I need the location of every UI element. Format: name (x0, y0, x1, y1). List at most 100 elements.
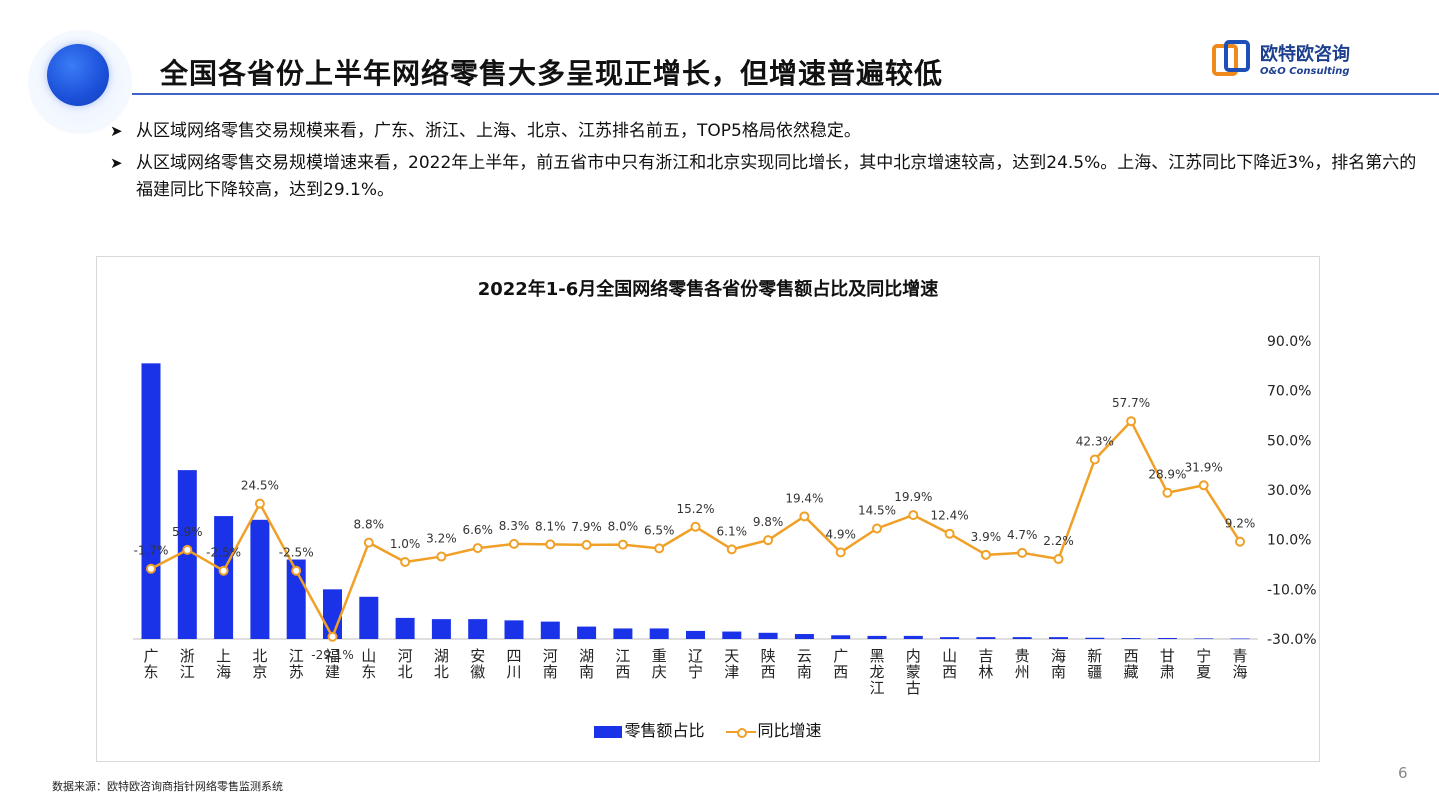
bar-上海 (214, 516, 234, 639)
growth-rate-data-label: -1.7% (134, 544, 169, 558)
legend-item-bar: 零售额占比 (594, 717, 704, 741)
data-source-note: 数据来源：欧特欧咨询商指针网络零售监测系统 (52, 780, 283, 793)
bar-广东 (141, 363, 161, 639)
combo-chart: 90.0% 70.0% 50.0% 30.0% 10.0% -10.0% -30.0% 广东浙… (133, 334, 1317, 697)
bar-山东 (359, 596, 379, 639)
growth-rate-point (872, 523, 882, 534)
growth-rate-point (581, 539, 592, 550)
growth-rate-data-label: 19.4% (785, 491, 823, 505)
x-axis-category-label: 江苏 (289, 647, 304, 681)
bar-宁夏 (1194, 638, 1214, 639)
bullet-item: ➤ 从区域网络零售交易规模增速来看，2022年上半年，前五省市中只有浙江和北京实… (110, 150, 1420, 204)
growth-rate-point (726, 544, 737, 555)
chart-legend: 零售额占比 同比增速 (97, 717, 1319, 741)
right-axis-tick-label: -10.0% (1267, 582, 1317, 598)
bar-内蒙古 (903, 635, 923, 639)
right-axis-tick-label: 30.0% (1267, 483, 1311, 499)
bar-海南 (1049, 637, 1068, 639)
growth-rate-point (1235, 536, 1245, 547)
right-axis-tick-label: 50.0% (1267, 433, 1311, 449)
growth-rate-data-label: 4.7% (1007, 528, 1037, 542)
growth-rate-point (944, 528, 955, 539)
chart-container: 2022年1-6月全国网络零售各省份零售额占比及同比增速 90.0% 70.0% 5… (96, 256, 1320, 762)
x-axis-category-label: 辽宁 (688, 647, 703, 681)
bar-吉林 (976, 637, 996, 639)
bar-陕西 (758, 632, 778, 639)
growth-rate-point (690, 521, 701, 532)
growth-rate-data-label: 19.9% (894, 490, 932, 504)
x-axis-category-label: 四川 (506, 647, 521, 681)
x-axis-category-label: 山西 (942, 647, 957, 681)
right-axis-tick-label: 10.0% (1267, 533, 1311, 549)
bar-黑龙江 (867, 635, 887, 639)
bar-河南 (540, 621, 560, 639)
x-axis-category-label: 河北 (398, 647, 413, 681)
growth-rate-data-label: 57.7% (1112, 396, 1150, 410)
growth-rate-data-label: -2.5% (206, 546, 241, 560)
chart-title: 2022年1-6月全国网络零售各省份零售额占比及同比增速 (477, 279, 939, 300)
x-axis-category-label: 海南 (1051, 647, 1066, 681)
bar-青海 (1230, 638, 1250, 640)
growth-rate-point (654, 543, 665, 554)
x-axis-category-label: 重庆 (652, 647, 667, 681)
x-axis-category-label: 北京 (252, 647, 267, 681)
bar-广西 (831, 635, 851, 639)
arrow-bullet-icon: ➤ (110, 122, 123, 140)
growth-rate-data-label: 24.5% (241, 479, 279, 493)
growth-rate-point (182, 544, 193, 555)
x-axis-category-label: 湖南 (579, 647, 594, 681)
arrow-bullet-icon: ➤ (110, 154, 123, 172)
growth-rate-data-label: 3.2% (426, 532, 457, 546)
growth-rate-point (400, 557, 411, 568)
x-axis-category-label: 吉林 (978, 647, 993, 681)
growth-rate-data-label: 15.2% (676, 502, 714, 516)
x-axis-category-label: 湖北 (434, 647, 449, 681)
growth-rate-data-label: 12.4% (931, 509, 969, 523)
x-axis-category-label: 西藏 (1124, 647, 1139, 681)
bar-辽宁 (686, 630, 705, 639)
growth-rate-point (509, 538, 519, 549)
growth-rate-data-label: 8.1% (535, 519, 566, 533)
growth-rate-data-label: -2.5% (279, 546, 314, 560)
growth-rate-point (799, 511, 810, 522)
page-title: 全国各省份上半年网络零售大多呈现正增长，但增速普遍较低 (160, 57, 944, 90)
growth-rate-point (908, 510, 919, 521)
bar-重庆 (649, 628, 669, 639)
decorative-blue-dot (47, 44, 109, 106)
company-logo: 欧特欧咨询 O&O Consulting (1212, 38, 1382, 84)
growth-rate-data-label: 7.9% (571, 520, 602, 534)
x-axis-category-label: 天津 (724, 647, 739, 681)
x-axis-category-label: 上海 (216, 647, 231, 681)
x-axis-category-label: 安徽 (470, 647, 485, 681)
growth-rate-data-label: 2.2% (1043, 534, 1074, 548)
bar-安徽 (468, 619, 488, 639)
x-axis-category-label: 贵州 (1015, 647, 1030, 681)
growth-rate-data-label: 6.5% (644, 523, 675, 537)
growth-rate-point (617, 539, 628, 550)
bullet-list: ➤ 从区域网络零售交易规模来看，广东、浙江、上海、北京、江苏排名前五，TOP5格… (110, 118, 1420, 209)
growth-rate-data-label: 3.9% (971, 530, 1002, 544)
growth-rate-data-label: 8.8% (354, 518, 385, 532)
bullet-text: 从区域网络零售交易规模增速来看，2022年上半年，前五省市中只有浙江和北京实现同… (136, 153, 1417, 200)
growth-rate-data-label: -29.1% (311, 648, 353, 662)
x-axis-category-label: 江西 (615, 647, 630, 681)
x-axis-category-label: 新疆 (1087, 647, 1102, 681)
x-axis-category-label: 广东 (143, 647, 158, 681)
bar-江西 (613, 628, 633, 639)
growth-rate-data-label: 31.9% (1185, 460, 1223, 474)
growth-rate-point (254, 498, 265, 509)
x-axis-category-label: 福建 (325, 647, 340, 681)
growth-rate-point (291, 565, 302, 576)
growth-rate-point (1162, 487, 1173, 498)
right-axis-tick-label: 70.0% (1267, 384, 1311, 400)
x-axis-category-label: 云南 (797, 647, 812, 681)
growth-rate-data-label: 6.1% (717, 524, 748, 538)
legend-line-swatch (725, 726, 756, 738)
bar-西藏 (1121, 638, 1141, 639)
logo-text-cn: 欧特欧咨询 (1260, 44, 1350, 65)
growth-rate-data-label: 14.5% (858, 503, 896, 517)
bar-贵州 (1012, 637, 1032, 639)
legend-label-bar: 零售额占比 (624, 721, 705, 740)
growth-rate-data-label: 9.8% (753, 515, 784, 529)
x-axis-category-label: 山东 (361, 647, 376, 681)
